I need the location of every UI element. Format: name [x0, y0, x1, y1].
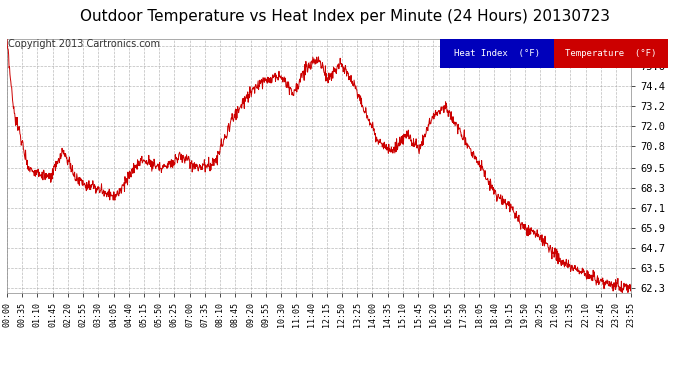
- Text: Heat Index  (°F): Heat Index (°F): [454, 49, 540, 58]
- Text: Temperature  (°F): Temperature (°F): [565, 49, 657, 58]
- Text: Copyright 2013 Cartronics.com: Copyright 2013 Cartronics.com: [8, 39, 160, 50]
- Text: Outdoor Temperature vs Heat Index per Minute (24 Hours) 20130723: Outdoor Temperature vs Heat Index per Mi…: [80, 9, 610, 24]
